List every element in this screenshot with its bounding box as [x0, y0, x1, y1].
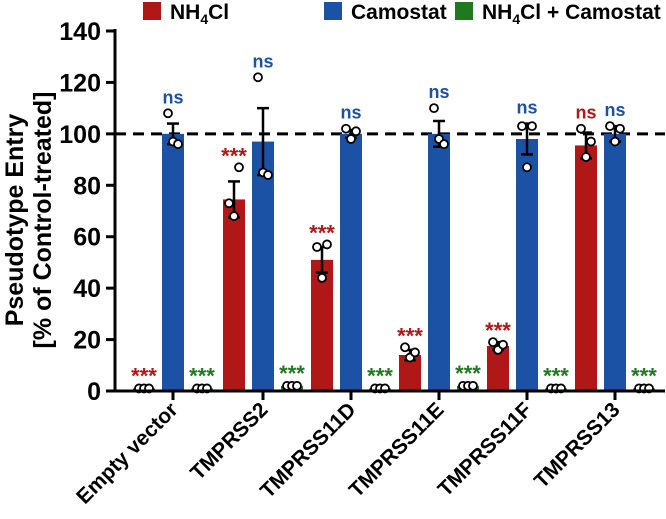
data-point [253, 72, 263, 83]
bar [516, 139, 538, 391]
bar [604, 133, 626, 391]
data-point [322, 239, 332, 250]
data-point [576, 123, 586, 134]
legend-label-subscript: 4 [512, 11, 520, 27]
y-tick-label: 80 [73, 172, 101, 200]
significance-label: *** [131, 364, 157, 389]
data-point [522, 162, 532, 173]
significance-label: ns [516, 98, 537, 118]
significance-label: *** [309, 220, 335, 245]
y-axis-label-line2: [% of Control-treated] [29, 92, 57, 349]
data-point [341, 123, 351, 134]
y-tick-label: 100 [59, 121, 101, 149]
significance-label: *** [485, 318, 511, 343]
legend-swatch [324, 2, 342, 20]
bar [311, 259, 333, 391]
y-axis: 0 20 40 60 80 100 120 140 [59, 18, 117, 406]
y-tick-label: 20 [73, 327, 101, 355]
significance-label: *** [221, 143, 247, 168]
data-point [229, 211, 239, 222]
significance-label: ns [604, 100, 625, 120]
data-point [224, 198, 234, 209]
legend-label-rest: Cl + Camostat [520, 1, 661, 24]
significance-label: ns [575, 103, 596, 123]
significance-label: *** [455, 361, 481, 386]
data-point [488, 337, 498, 348]
significance-label: ns [428, 82, 449, 102]
bar [162, 133, 184, 391]
x-tick-label: Empty vector [72, 398, 182, 508]
legend-label-main: Camostat [351, 1, 447, 24]
data-point [346, 134, 356, 144]
x-tick-label: TMPRSS2 [186, 398, 272, 484]
legend-label: NH4Cl + Camostat [482, 1, 661, 27]
data-point [429, 103, 439, 114]
bar [340, 133, 362, 391]
y-tick-label: 120 [59, 69, 101, 97]
data-point [312, 242, 322, 252]
legend-label-rest: Cl [208, 1, 229, 24]
bar [223, 199, 245, 391]
y-axis-label-line1: Pseudotype Entry [1, 114, 29, 327]
significance-label: ns [340, 103, 361, 123]
significance-label: *** [367, 364, 393, 389]
data-point [410, 347, 420, 358]
significance-label: *** [631, 364, 657, 389]
data-point [610, 136, 620, 147]
data-point [351, 126, 361, 137]
y-tick-label: 140 [59, 18, 101, 46]
data-point [498, 339, 508, 350]
significance-label: *** [543, 364, 569, 389]
x-tick-label: TMPRSS13 [530, 398, 625, 493]
data-point [581, 152, 591, 162]
significance-label: ns [162, 87, 183, 107]
legend-swatch [143, 2, 161, 20]
x-tick-label: TMPRSS11F [434, 398, 537, 501]
y-tick-label: 40 [73, 275, 101, 303]
bar [428, 133, 450, 391]
y-tick-label: 60 [73, 224, 101, 252]
legend-label: Camostat [351, 1, 447, 24]
significance-label: *** [189, 364, 215, 389]
y-tick-label: 0 [87, 378, 101, 406]
data-point [400, 342, 410, 353]
data-point [527, 121, 537, 132]
legend-label: NH4Cl [170, 1, 229, 27]
legend-label-main: NH [482, 1, 512, 24]
plot-area: ***ns******ns******ns******ns******ns***… [115, 51, 665, 394]
significance-label: ns [252, 51, 273, 71]
data-point [439, 139, 449, 150]
x-axis: Empty vector TMPRSS2TMPRSS11DTMPRSS11ETMP… [72, 389, 665, 509]
data-point [173, 139, 183, 150]
data-point [163, 108, 173, 119]
legend: NH4Cl Camostat NH4Cl + Camostat [143, 1, 661, 27]
significance-label: *** [279, 361, 305, 386]
bar [399, 355, 421, 391]
significance-label: *** [397, 323, 423, 348]
bar [252, 141, 274, 391]
data-point [615, 123, 625, 134]
legend-swatch [455, 2, 473, 20]
data-point [517, 121, 527, 132]
data-point [234, 162, 244, 173]
data-point [317, 272, 327, 283]
legend-label-subscript: 4 [200, 11, 208, 27]
data-point [586, 136, 596, 147]
data-point [605, 121, 615, 132]
x-tick-label: TMPRSS11E [345, 398, 449, 502]
legend-label-main: NH [170, 1, 200, 24]
bar [487, 346, 509, 391]
data-point [263, 170, 273, 180]
bar [575, 145, 597, 391]
